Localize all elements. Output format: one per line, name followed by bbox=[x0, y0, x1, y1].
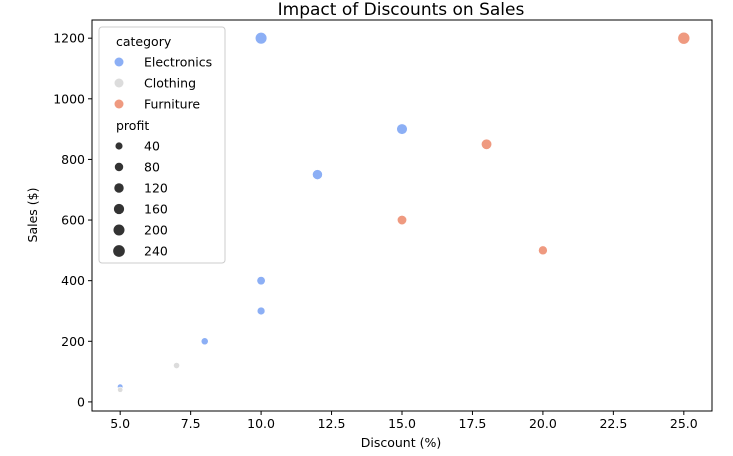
y-tick-label: 1000 bbox=[53, 91, 85, 106]
legend-size-label: 80 bbox=[144, 160, 160, 175]
x-axis-ticks: 5.0 7.5 10.0 12.5 15.0 17.5 20.0 22.5 25.0 bbox=[110, 411, 698, 431]
data-points bbox=[117, 31, 691, 393]
y-axis-ticks: 0 200 400 600 800 1000 1200 bbox=[53, 31, 92, 409]
y-axis-label: Sales ($) bbox=[25, 188, 40, 243]
y-tick-label: 1200 bbox=[53, 31, 85, 46]
y-tick-label: 800 bbox=[61, 152, 85, 167]
legend-size-label: 200 bbox=[144, 223, 168, 238]
legend-size-label: 40 bbox=[144, 139, 160, 154]
point-furniture bbox=[677, 31, 691, 45]
point-furniture bbox=[481, 138, 493, 150]
legend-size-marker bbox=[113, 203, 125, 215]
legend-size-title: profit bbox=[116, 118, 149, 133]
legend-marker-furniture bbox=[114, 99, 124, 109]
x-tick-label: 10.0 bbox=[247, 416, 275, 431]
point-electronics bbox=[396, 123, 408, 135]
point-electronics bbox=[254, 32, 268, 45]
y-tick-label: 400 bbox=[61, 273, 85, 288]
legend-size-label: 240 bbox=[144, 244, 168, 259]
legend-label-clothing: Clothing bbox=[144, 76, 196, 91]
x-tick-label: 20.0 bbox=[529, 416, 557, 431]
x-tick-label: 12.5 bbox=[318, 416, 346, 431]
point-furniture bbox=[396, 215, 408, 226]
legend-size-marker bbox=[114, 183, 124, 193]
legend-hue-title: category bbox=[116, 34, 172, 49]
x-tick-label: 15.0 bbox=[388, 416, 416, 431]
point-electronics bbox=[256, 306, 266, 316]
legend-size-label: 120 bbox=[144, 181, 168, 196]
point-furniture bbox=[538, 245, 548, 256]
point-electronics bbox=[256, 276, 266, 286]
legend-marker-clothing bbox=[114, 78, 124, 88]
x-axis-label: Discount (%) bbox=[361, 435, 441, 450]
point-clothing bbox=[173, 362, 180, 369]
legend-size-marker bbox=[113, 245, 125, 257]
x-tick-label: 17.5 bbox=[459, 416, 487, 431]
legend: category profit Electronics Clothing Furni… bbox=[98, 26, 226, 264]
x-tick-label: 22.5 bbox=[599, 416, 627, 431]
x-tick-label: 5.0 bbox=[110, 416, 130, 431]
legend-marker-electronics bbox=[114, 57, 124, 67]
point-clothing bbox=[117, 386, 124, 393]
chart-title: Impact of Discounts on Sales bbox=[278, 0, 525, 20]
point-electronics bbox=[200, 337, 209, 346]
point-electronics bbox=[312, 169, 323, 180]
x-tick-label: 7.5 bbox=[181, 416, 201, 431]
legend-size-marker bbox=[113, 224, 125, 236]
legend-label-furniture: Furniture bbox=[144, 97, 200, 112]
y-tick-label: 600 bbox=[61, 213, 85, 228]
y-tick-label: 0 bbox=[77, 394, 85, 409]
legend-size-marker bbox=[115, 142, 123, 150]
x-tick-label: 25.0 bbox=[670, 416, 698, 431]
legend-label-electronics: Electronics bbox=[144, 55, 212, 70]
legend-items: Electronics Clothing Furniture 40 80 120 160 20… bbox=[113, 55, 212, 259]
legend-size-label: 160 bbox=[144, 202, 168, 217]
y-tick-label: 200 bbox=[61, 334, 85, 349]
legend-size-marker bbox=[114, 162, 124, 172]
legend-frame bbox=[98, 26, 226, 264]
